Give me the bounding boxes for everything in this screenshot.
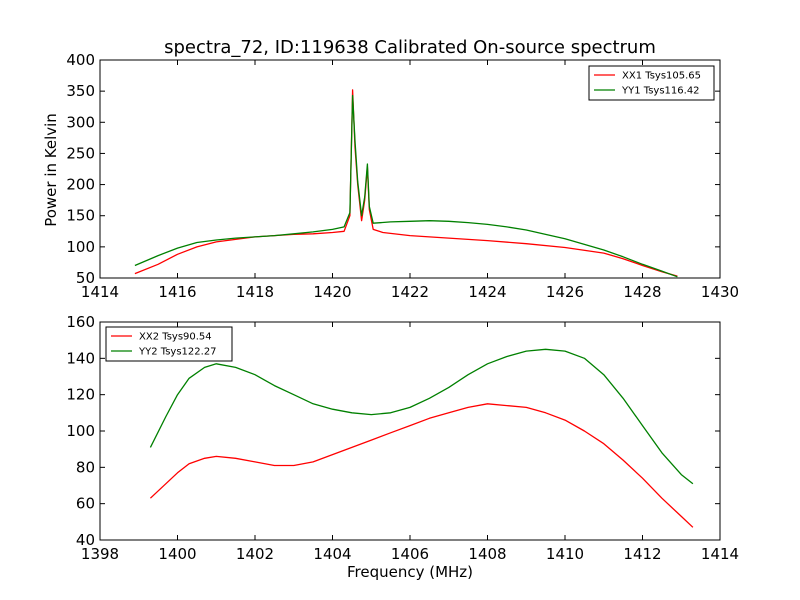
top-x-tick-label: 1416 [158, 283, 196, 301]
bottom-legend: XX2 Tsys90.54 YY2 Tsys122.27 [105, 326, 233, 362]
top-y-tick-label: 250 [66, 144, 95, 162]
top-y-tick-label: 200 [66, 176, 95, 194]
bottom-y-tick-label: 60 [76, 495, 95, 513]
top-x-tick-label: 1414 [81, 283, 119, 301]
top-x-tick-label: 1420 [313, 283, 351, 301]
top-y-tick-label: 150 [66, 207, 95, 225]
x-axis-label-bottom: Frequency (MHz) [347, 563, 473, 581]
bottom-panel: 1398 1400 1402 1404 1406 1408 1410 1412 1414 40 60… [66, 313, 739, 563]
bottom-y-tick-label: 40 [76, 531, 95, 549]
bottom-y-tick-label: 80 [76, 458, 95, 476]
bottom-x-tick-label: 1408 [468, 545, 506, 563]
bottom-series-line-1 [149, 403, 694, 528]
bottom-y-tick-label: 160 [66, 313, 95, 331]
bottom-y-tick-label: 140 [66, 349, 95, 367]
top-legend-label-1: XX1 Tsys105.65 [622, 71, 701, 82]
top-x-tick-label: 1426 [546, 283, 584, 301]
top-y-tick-label: 350 [66, 82, 95, 100]
top-x-tick-label: 1428 [623, 283, 661, 301]
bottom-legend-label-1: XX2 Tsys90.54 [139, 332, 212, 343]
bottom-y-tick-label: 100 [66, 422, 95, 440]
bottom-x-tick-label: 1412 [623, 545, 661, 563]
bottom-x-tick-label: 1402 [236, 545, 274, 563]
bottom-series-line-2 [149, 348, 694, 485]
top-y-tick-label: 400 [66, 51, 95, 69]
bottom-legend-box [105, 326, 233, 362]
bottom-x-tick-label: 1400 [158, 545, 196, 563]
bottom-x-tick-label: 1404 [313, 545, 351, 563]
top-x-tick-label: 1424 [468, 283, 506, 301]
bottom-x-tick-label: 1398 [81, 545, 119, 563]
chart-title: spectra_72, ID:119638 Calibrated On-sour… [164, 37, 656, 58]
top-panel: 1414 1416 1418 1420 1422 1424 1426 1428 1430 50 10… [66, 51, 739, 301]
top-x-tick-label: 1430 [701, 283, 739, 301]
top-legend-box [588, 65, 715, 101]
bottom-legend-label-2: YY2 Tsys122.27 [138, 347, 217, 358]
top-legend-label-2: YY1 Tsys116.42 [621, 86, 700, 97]
top-y-tick-label: 50 [76, 269, 95, 287]
top-legend: XX1 Tsys105.65 YY1 Tsys116.42 [588, 65, 715, 101]
top-series-line-2 [134, 94, 678, 278]
bottom-x-tick-label: 1406 [391, 545, 429, 563]
y-axis-label-top: Power in Kelvin [42, 113, 60, 227]
top-y-tick-label: 100 [66, 238, 95, 256]
bottom-y-tick-label: 120 [66, 386, 95, 404]
bottom-x-tick-label: 1410 [546, 545, 584, 563]
bottom-x-tick-label: 1414 [701, 545, 739, 563]
top-x-tick-label: 1418 [236, 283, 274, 301]
top-y-tick-label: 300 [66, 113, 95, 131]
top-x-tick-label: 1422 [391, 283, 429, 301]
